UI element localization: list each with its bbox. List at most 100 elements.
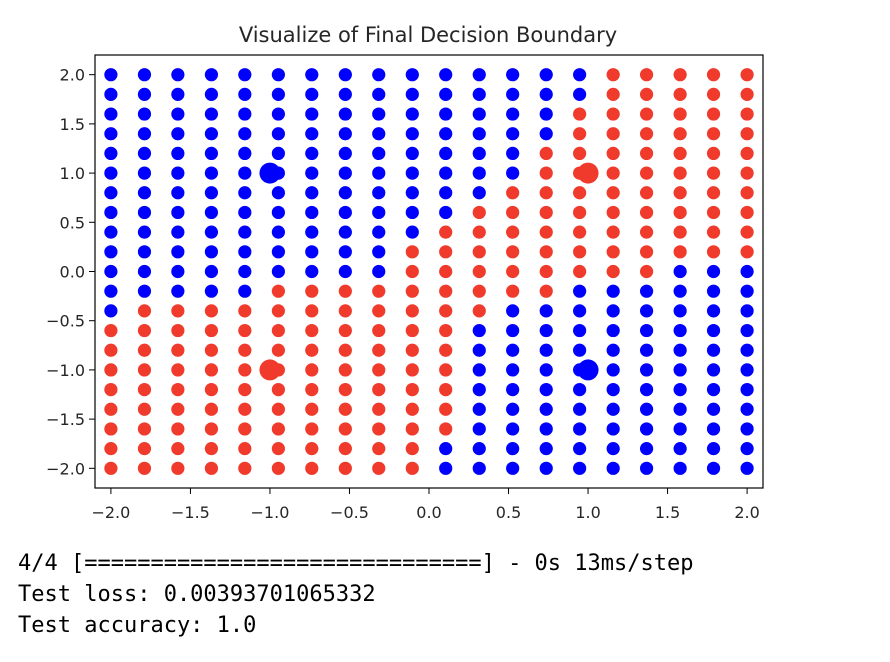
red-grid-point <box>573 186 587 200</box>
blue-grid-point <box>338 107 352 121</box>
red-grid-point <box>338 304 352 318</box>
blue-grid-point <box>606 461 620 475</box>
decision-boundary-chart: Visualize of Final Decision Boundary −2.… <box>46 23 764 522</box>
blue-grid-point <box>405 127 419 141</box>
blue-grid-point <box>271 68 285 82</box>
red-grid-point <box>706 87 721 101</box>
blue-grid-point <box>137 245 152 259</box>
blue-training-point <box>577 359 599 381</box>
red-grid-point <box>372 284 386 298</box>
red-grid-point <box>238 402 252 416</box>
red-grid-point <box>740 245 754 259</box>
blue-grid-point <box>137 146 152 161</box>
blue-grid-point <box>372 186 386 200</box>
red-grid-point <box>104 382 118 397</box>
red-grid-point <box>539 225 553 239</box>
red-grid-point <box>740 166 754 180</box>
blue-grid-point <box>372 225 386 239</box>
red-grid-point <box>405 422 419 436</box>
red-grid-point <box>673 225 687 239</box>
red-grid-point <box>405 363 419 377</box>
blue-grid-point <box>104 284 118 298</box>
blue-grid-point <box>204 284 219 298</box>
red-grid-point <box>137 442 152 456</box>
red-grid-point <box>539 264 553 279</box>
blue-grid-point <box>171 245 185 259</box>
blue-grid-point <box>271 186 285 200</box>
blue-grid-point <box>740 323 754 338</box>
blue-grid-point <box>706 402 721 416</box>
red-grid-point <box>171 363 185 377</box>
blue-grid-point <box>104 245 118 259</box>
blue-grid-point <box>238 166 252 180</box>
red-grid-point <box>606 68 620 82</box>
red-grid-point <box>171 422 185 436</box>
red-grid-point <box>137 323 152 338</box>
blue-grid-point <box>372 107 386 121</box>
red-grid-point <box>673 245 687 259</box>
blue-grid-point <box>271 146 285 161</box>
blue-grid-point <box>606 442 620 456</box>
blue-grid-point <box>305 107 319 121</box>
blue-grid-point <box>740 402 754 416</box>
blue-grid-point <box>673 422 687 436</box>
blue-grid-point <box>639 284 654 298</box>
red-grid-point <box>439 422 453 436</box>
blue-grid-point <box>472 68 486 82</box>
red-grid-point <box>639 87 654 101</box>
red-grid-point <box>606 87 620 101</box>
blue-grid-point <box>439 68 453 82</box>
red-grid-point <box>606 264 620 279</box>
blue-grid-point <box>104 186 118 200</box>
blue-grid-point <box>639 461 654 475</box>
red-grid-point <box>338 382 352 397</box>
blue-grid-point <box>171 186 185 200</box>
blue-grid-point <box>506 107 520 121</box>
red-grid-point <box>472 245 486 259</box>
red-grid-point <box>271 402 285 416</box>
x-tick-label: −2.0 <box>91 503 130 522</box>
blue-grid-point <box>372 166 386 180</box>
blue-grid-point <box>606 402 620 416</box>
red-grid-point <box>740 68 754 82</box>
blue-grid-point <box>238 264 252 279</box>
y-tick-label: −1.5 <box>46 410 85 429</box>
blue-grid-point <box>238 107 252 121</box>
blue-grid-point <box>639 363 654 377</box>
blue-grid-point <box>673 461 687 475</box>
blue-grid-point <box>506 382 520 397</box>
red-grid-point <box>271 343 285 357</box>
blue-grid-point <box>171 87 185 101</box>
blue-grid-point <box>706 363 721 377</box>
red-grid-point <box>506 205 520 220</box>
red-grid-point <box>204 422 219 436</box>
test-loss-line: Test loss: 0.00393701065332 <box>18 582 376 607</box>
blue-grid-point <box>539 343 553 357</box>
red-grid-point <box>606 205 620 220</box>
blue-grid-point <box>606 284 620 298</box>
blue-grid-point <box>104 205 118 220</box>
blue-grid-point <box>573 304 587 318</box>
red-grid-point <box>372 323 386 338</box>
red-grid-point <box>238 304 252 318</box>
blue-grid-point <box>271 87 285 101</box>
blue-grid-point <box>673 343 687 357</box>
blue-grid-point <box>171 146 185 161</box>
blue-grid-point <box>271 205 285 220</box>
red-grid-point <box>137 304 152 318</box>
x-tick-label: −1.5 <box>171 503 210 522</box>
red-grid-point <box>171 323 185 338</box>
red-grid-point <box>204 382 219 397</box>
blue-grid-point <box>506 343 520 357</box>
red-grid-point <box>606 225 620 239</box>
blue-grid-point <box>204 186 219 200</box>
blue-grid-point <box>639 402 654 416</box>
blue-grid-point <box>472 146 486 161</box>
blue-grid-point <box>305 68 319 82</box>
red-grid-point <box>472 264 486 279</box>
red-grid-point <box>137 363 152 377</box>
red-grid-point <box>706 146 721 161</box>
blue-grid-point <box>539 461 553 475</box>
red-grid-point <box>305 422 319 436</box>
red-grid-point <box>271 323 285 338</box>
